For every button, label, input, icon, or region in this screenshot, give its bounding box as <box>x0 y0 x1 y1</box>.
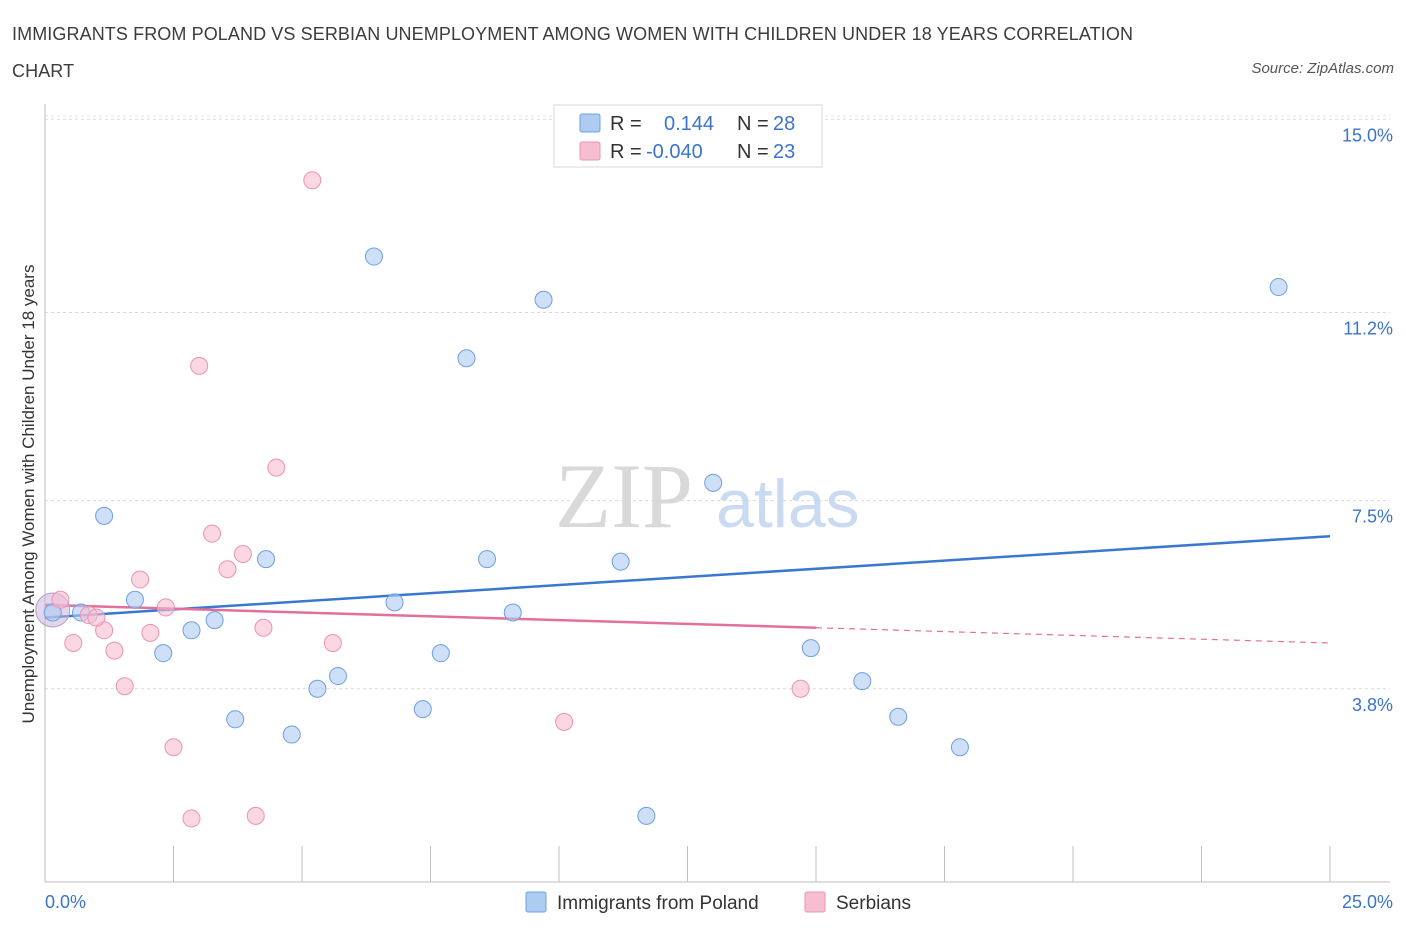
poland-point <box>328 667 347 686</box>
serbians-point <box>51 590 70 609</box>
poland-point <box>801 639 820 658</box>
grid-lines <box>45 115 1390 690</box>
serbians-point <box>791 679 810 698</box>
poland-point <box>853 672 872 691</box>
legend-r-value: 0.144 <box>664 113 714 135</box>
y-tick-label: 3.8% <box>1352 695 1393 715</box>
poland-point <box>364 247 383 266</box>
y-tick-labels: 3.8% 7.5% 11.2% 15.0% <box>1342 125 1393 715</box>
serbians-point <box>156 598 175 617</box>
serbians-point <box>323 634 342 653</box>
poland-point <box>257 550 276 569</box>
legend-swatch-serbians <box>579 141 601 161</box>
chart-title: IMMIGRANTS FROM POLAND VS SERBIAN UNEMPL… <box>12 24 1134 81</box>
bottom-legend-swatch-serbians <box>804 891 826 913</box>
poland-point <box>154 644 173 663</box>
bottom-legend-label-poland: Immigrants from Poland <box>557 893 759 914</box>
poland-point <box>704 473 723 492</box>
legend-r-label: R = <box>610 141 642 163</box>
legend-row-serbians: R = -0.040 N = 23 <box>579 141 795 163</box>
legend-box: R = 0.144 N = 28 R = -0.040 N = 23 <box>553 104 823 168</box>
serbians-point <box>115 677 134 696</box>
x-tick-labels: 0.0% 25.0% <box>45 892 1393 912</box>
poland-point <box>478 550 497 569</box>
poland-point <box>182 621 201 640</box>
serbians-point <box>105 641 124 660</box>
serbians-point <box>233 545 252 564</box>
serbians-point <box>87 608 106 627</box>
serbians-point <box>141 623 160 642</box>
x-tick-label: 25.0% <box>1342 892 1393 912</box>
trend-line-serbians-extension <box>815 627 1331 644</box>
watermark-atlas: atlas <box>716 466 860 542</box>
serbians-point <box>303 171 322 190</box>
x-tick-label: 0.0% <box>45 892 86 912</box>
poland-point <box>413 700 432 719</box>
poland-point <box>1269 278 1288 297</box>
bottom-legend-item-poland[interactable]: Immigrants from Poland <box>525 891 759 914</box>
serbians-point <box>182 809 201 828</box>
serbians-point <box>254 618 273 637</box>
serbians-point <box>218 560 237 579</box>
y-axis-label: Unemployment Among Women with Children U… <box>19 265 38 724</box>
serbians-point <box>555 712 574 731</box>
y-tick-label: 11.2% <box>1343 318 1393 338</box>
serbians-point <box>267 458 286 477</box>
poland-point <box>226 710 245 729</box>
poland-point <box>308 679 327 698</box>
bottom-legend-swatch-poland <box>525 891 547 913</box>
y-tick-label: 7.5% <box>1352 507 1393 527</box>
legend-n-value: 23 <box>773 141 795 163</box>
poland-point <box>431 644 450 663</box>
serbians-point <box>246 806 265 825</box>
serbians-point <box>64 634 83 653</box>
trend-line-poland <box>44 534 1331 619</box>
serbians-point <box>203 524 222 543</box>
poland-point <box>611 552 630 571</box>
serbians-point <box>190 356 209 375</box>
chart-source: Source: ZipAtlas.com <box>1251 60 1394 77</box>
bottom-legend-label-serbians: Serbians <box>836 893 911 914</box>
poland-point <box>950 738 969 757</box>
legend-n-value: 28 <box>773 113 795 135</box>
poland-point <box>385 593 404 612</box>
watermark: ZIP atlas <box>555 445 860 547</box>
poland-point <box>889 707 908 726</box>
serbians-point <box>131 570 150 589</box>
poland-point <box>637 806 656 825</box>
data-points <box>35 171 1288 828</box>
serbians-point <box>164 738 183 757</box>
poland-point <box>282 725 301 744</box>
watermark-zip: ZIP <box>555 445 693 547</box>
poland-point <box>503 603 522 622</box>
y-tick-label: 15.0% <box>1342 125 1393 145</box>
legend-row-poland: R = 0.144 N = 28 <box>579 113 795 135</box>
legend-n-label: N = <box>737 141 769 163</box>
axes <box>44 104 1390 883</box>
poland-point <box>125 590 144 609</box>
poland-point <box>457 349 476 368</box>
poland-point <box>534 290 553 309</box>
bottom-legend: Immigrants from Poland Serbians <box>525 891 911 914</box>
poland-point <box>95 506 114 525</box>
legend-n-label: N = <box>737 113 769 135</box>
legend-r-label: R = <box>610 113 642 135</box>
bottom-legend-item-serbians[interactable]: Serbians <box>804 891 911 914</box>
poland-point <box>205 611 224 630</box>
legend-swatch-poland <box>579 113 601 133</box>
legend-r-value: -0.040 <box>646 141 703 163</box>
